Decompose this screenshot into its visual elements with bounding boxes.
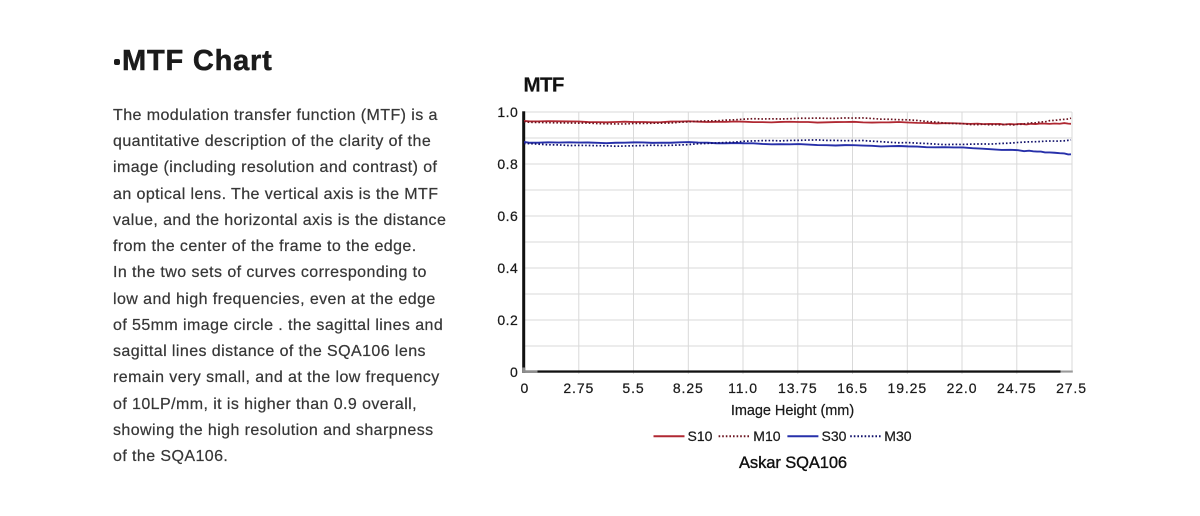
- svg-text:Askar SQA106: Askar SQA106: [739, 454, 847, 472]
- svg-text:0.6: 0.6: [497, 208, 518, 224]
- svg-text:M30: M30: [884, 428, 911, 444]
- svg-text:11.0: 11.0: [728, 380, 758, 396]
- svg-text:S30: S30: [822, 428, 847, 444]
- svg-text:16.5: 16.5: [837, 380, 868, 396]
- svg-text:0: 0: [510, 364, 518, 380]
- svg-text:0: 0: [520, 380, 529, 396]
- svg-text:Image Height (mm): Image Height (mm): [731, 403, 854, 419]
- svg-text:8.25: 8.25: [673, 380, 704, 396]
- svg-text:2.75: 2.75: [563, 380, 594, 396]
- svg-text:0.8: 0.8: [497, 156, 518, 172]
- svg-text:22.0: 22.0: [947, 380, 978, 396]
- svg-text:13.75: 13.75: [778, 380, 818, 396]
- svg-text:1.0: 1.0: [497, 104, 518, 120]
- svg-text:M10: M10: [753, 428, 780, 444]
- svg-text:MTF: MTF: [524, 74, 564, 97]
- svg-text:5.5: 5.5: [622, 380, 644, 396]
- svg-text:0.4: 0.4: [497, 260, 518, 276]
- svg-text:19.25: 19.25: [888, 380, 928, 396]
- svg-text:27.5: 27.5: [1056, 380, 1087, 396]
- svg-text:0.2: 0.2: [497, 312, 518, 328]
- svg-text:24.75: 24.75: [997, 380, 1037, 396]
- svg-text:S10: S10: [688, 428, 713, 444]
